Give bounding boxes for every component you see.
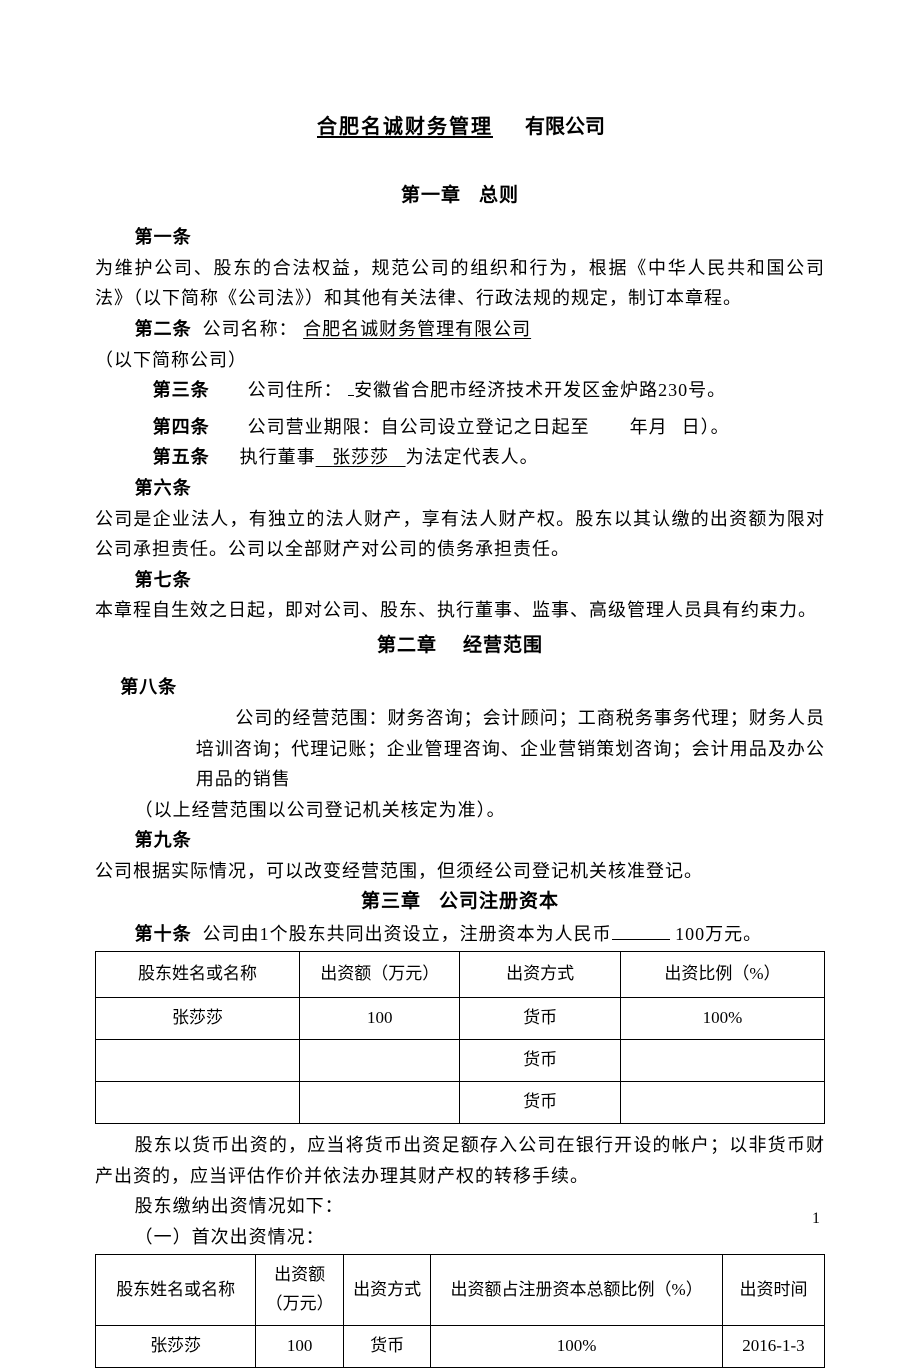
t1-h2: 出资额（万元）: [300, 952, 460, 998]
t2-h4: 出资额占注册资本总额比例（%）: [431, 1255, 723, 1326]
table-row: 张莎莎 100 货币 100% 2016-1-3: [96, 1326, 825, 1368]
chapter-1-heading: 第一章总则: [95, 180, 825, 212]
article-9-label: 第九条: [95, 825, 825, 856]
article-1: 第一条: [95, 222, 825, 253]
t1-h3: 出资方式: [460, 952, 620, 998]
shareholder-table-1: 股东姓名或名称 出资额（万元） 出资方式 出资比例（%） 张莎莎 100 货币 …: [95, 951, 825, 1124]
t2-h3: 出资方式: [343, 1255, 430, 1326]
table-row: 张莎莎 100 货币 100%: [96, 998, 825, 1040]
title-company: 合肥名诚财务管理: [315, 116, 495, 138]
table-header-row: 股东姓名或名称 出资额（万元） 出资方式 出资额占注册资本总额比例（%） 出资时…: [96, 1255, 825, 1326]
post-table1-p1: 股东以货币出资的，应当将货币出资足额存入公司在银行开设的帐户；以非货币财产出资的…: [95, 1130, 825, 1191]
article-6-label: 第六条: [95, 473, 825, 504]
chapter-2-heading: 第二章经营范围: [95, 630, 825, 662]
article-8-label: 第八条: [95, 672, 825, 703]
article-8-body: 公司的经营范围：财务咨询；会计顾问；工商税务事务代理；财务人员培训咨询；代理记账…: [95, 703, 825, 795]
table-row: 货币: [96, 1082, 825, 1124]
document-title: 合肥名诚财务管理 有限公司: [95, 110, 825, 144]
post-table1-p3: （一）首次出资情况：: [95, 1222, 825, 1253]
chapter-3-heading: 第三章公司注册资本: [95, 886, 825, 918]
t2-h2: 出资额（万元）: [256, 1255, 343, 1326]
t1-h4: 出资比例（%）: [620, 952, 824, 998]
article-1-body: 为维护公司、股东的合法权益，规范公司的组织和行为，根据《中华人民共和国公司法》（…: [95, 253, 825, 314]
article-5: 第五条执行董事 张莎莎 为法定代表人。: [95, 442, 825, 473]
t2-h1: 股东姓名或名称: [96, 1255, 256, 1326]
article-7-label: 第七条: [95, 565, 825, 596]
t2-h5: 出资时间: [722, 1255, 824, 1326]
article-7-body: 本章程自生效之日起，即对公司、股东、执行董事、监事、高级管理人员具有约束力。: [95, 595, 825, 626]
article-9-body: 公司根据实际情况，可以改变经营范围，但须经公司登记机关核准登记。: [95, 856, 825, 887]
legal-rep-name: 张莎莎: [332, 447, 389, 467]
article-3: 第三条公司住所： 安徽省合肥市经济技术开发区金炉路230号。: [95, 375, 825, 406]
article-4: 第四条公司营业期限：自公司设立登记之日起至年月日）。: [95, 412, 825, 443]
article-10: 第十条 公司由1个股东共同出资设立，注册资本为人民币 100万元。: [95, 919, 825, 950]
article-2-suffix: （以下简称公司）: [95, 345, 825, 376]
article-6-body: 公司是企业法人，有独立的法人财产，享有法人财产权。股东以其认缴的出资额为限对公司…: [95, 504, 825, 565]
title-suffix: 有限公司: [525, 116, 605, 138]
page-number: 1: [812, 1205, 820, 1232]
table-row: 货币: [96, 1040, 825, 1082]
post-table1-p2: 股东缴纳出资情况如下：: [95, 1191, 825, 1222]
article-8-note: （以上经营范围以公司登记机关核定为准）。: [95, 795, 825, 826]
article-2: 第二条 公司名称： 合肥名诚财务管理有限公司: [95, 314, 825, 345]
company-name-underlined: 合肥名诚财务管理有限公司: [303, 319, 531, 339]
table-header-row: 股东姓名或名称 出资额（万元） 出资方式 出资比例（%）: [96, 952, 825, 998]
t1-h1: 股东姓名或名称: [96, 952, 300, 998]
shareholder-table-2: 股东姓名或名称 出资额（万元） 出资方式 出资额占注册资本总额比例（%） 出资时…: [95, 1254, 825, 1368]
company-address: 安徽省合肥市经济技术开发区金炉路230号。: [354, 380, 726, 400]
